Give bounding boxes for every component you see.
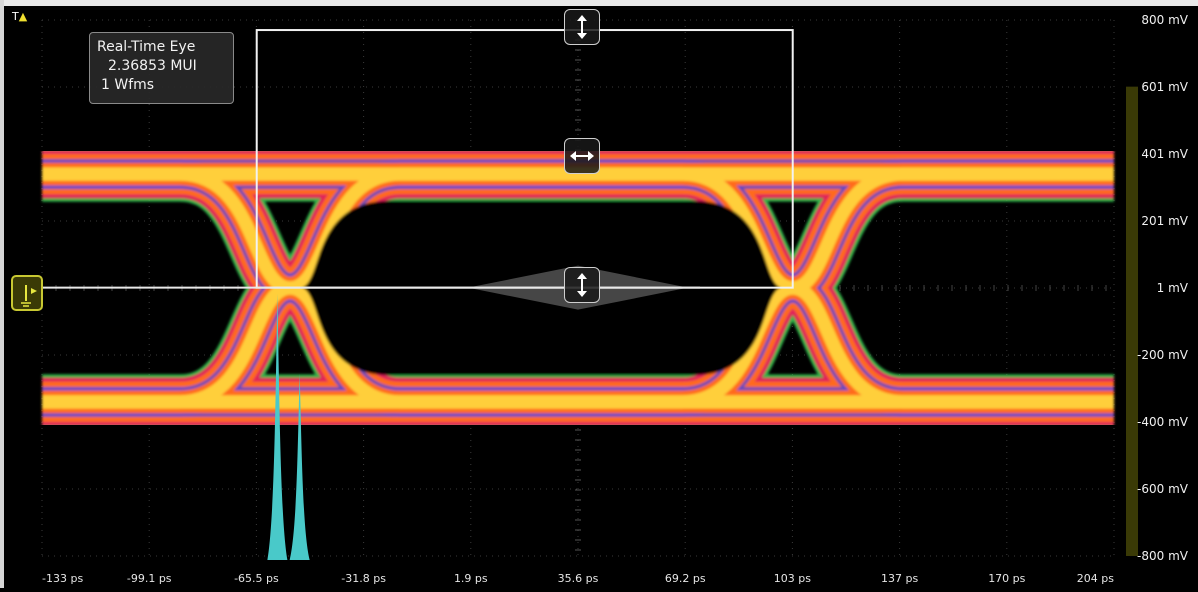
histogram-peak (267, 293, 288, 560)
x-tick-label: -31.8 ps (341, 572, 386, 585)
top-frame-border (0, 0, 1198, 6)
y-tick-label: -600 mV (1137, 482, 1189, 496)
x-tick-label: -65.5 ps (234, 572, 279, 585)
vertical-arrow-icon (577, 15, 587, 39)
mask-bottom-handle[interactable] (564, 267, 600, 303)
x-tick-label: 35.6 ps (558, 572, 599, 585)
x-tick-label: 103 ps (774, 572, 811, 585)
vertical-arrow-icon (577, 273, 587, 297)
y-tick-label: 201 mV (1141, 214, 1188, 228)
y-tick-label: 800 mV (1141, 13, 1188, 27)
measurement-waveform-count: 1 Wfms (101, 77, 155, 93)
trigger-label: T (12, 10, 19, 23)
measurement-title: Real-Time Eye (97, 39, 196, 55)
x-tick-label: -99.1 ps (127, 572, 172, 585)
x-axis-labels: -133 ps -99.1 ps -65.5 ps -31.8 ps 1.9 ps 35.… (42, 572, 1114, 585)
y-tick-label: 401 mV (1141, 147, 1188, 161)
horizontal-arrow-icon (570, 151, 594, 161)
trigger-position-indicator[interactable]: T▲ (12, 10, 27, 23)
y-tick-label: -400 mV (1137, 415, 1189, 429)
x-tick-label: 204 ps (1077, 572, 1114, 585)
trigger-arrow-icon: ▲ (18, 10, 28, 23)
vertical-scale-bar (1126, 86, 1138, 556)
scale-bar-fill (1126, 86, 1138, 556)
trigger-level-marker[interactable] (11, 275, 43, 311)
mask-top-handle[interactable] (564, 9, 600, 45)
y-tick-label: -800 mV (1137, 549, 1189, 563)
y-axis-labels: 800 mV 601 mV 401 mV 201 mV 1 mV -200 mV -400 … (1137, 13, 1189, 563)
jitter-histogram (267, 293, 310, 560)
x-tick-label: 170 ps (988, 572, 1025, 585)
trigger-level-icon (21, 285, 37, 307)
histogram-peak (289, 373, 310, 560)
x-tick-label: -133 ps (42, 572, 83, 585)
left-frame-border (0, 0, 4, 588)
mask-horizontal-handle[interactable] (564, 138, 600, 174)
measurement-value: 2.36853 MUI (108, 58, 197, 74)
eye-pattern (42, 146, 1114, 430)
x-tick-label: 137 ps (881, 572, 918, 585)
x-tick-label: 69.2 ps (665, 572, 706, 585)
y-tick-label: -200 mV (1137, 348, 1189, 362)
y-tick-label: 601 mV (1141, 80, 1188, 94)
x-tick-label: 1.9 ps (454, 572, 488, 585)
measurement-badge[interactable]: Real-Time Eye 2.36853 MUI 1 Wfms (89, 32, 234, 104)
y-tick-label: 1 mV (1157, 281, 1189, 295)
